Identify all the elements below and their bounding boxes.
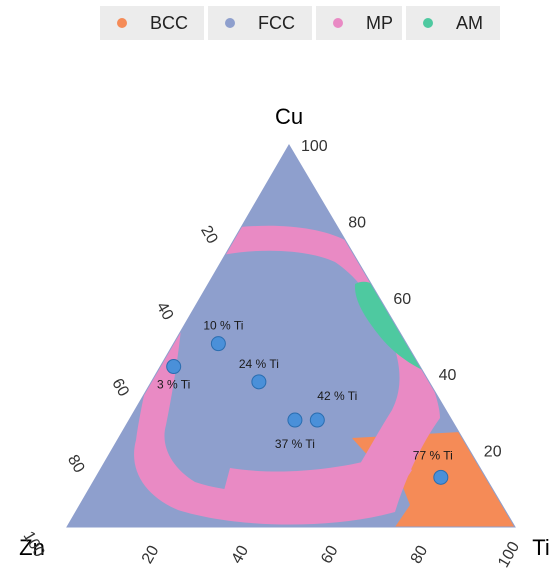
mp-region — [134, 225, 440, 525]
tick-label-ti: 40 — [228, 543, 252, 567]
tick-label-cu: 20 — [484, 444, 502, 461]
tick-label-cu: 100 — [301, 138, 328, 155]
tick-label-cu: 40 — [439, 367, 457, 384]
data-point-label: 3 % Ti — [157, 378, 190, 392]
axis-label-zn: Zn — [19, 535, 45, 560]
data-point[interactable] — [433, 469, 449, 485]
axis-label-ti: Ti — [532, 535, 550, 560]
legend-label-am: AM — [456, 13, 483, 33]
data-point[interactable] — [166, 359, 182, 375]
data-points: 3 % Ti 10 % Ti 24 % Ti 37 % Ti 42 % Ti 77 % T… — [157, 319, 453, 485]
mp-swatch-icon — [333, 18, 343, 28]
legend-label-fcc: FCC — [258, 13, 295, 33]
tick-label-cu: 80 — [348, 214, 366, 231]
axis-label-cu: Cu — [275, 104, 303, 129]
data-point-label: 24 % Ti — [239, 357, 279, 371]
am-swatch-icon — [423, 18, 433, 28]
ternary-triangle — [66, 144, 516, 528]
legend-item-fcc[interactable]: FCC — [208, 6, 312, 40]
tick-label-zn: 20 — [197, 223, 221, 247]
tick-label-zn: 80 — [64, 452, 88, 476]
mp-region-lower-band — [222, 455, 412, 513]
data-point[interactable] — [309, 412, 325, 428]
legend-label-mp: MP — [366, 13, 393, 33]
ternary-plot: Cu Zn Ti 20 40 60 80 100 20 40 60 80 100 20 40 60 80 1… — [19, 104, 550, 571]
tick-label-ti: 100 — [495, 539, 523, 571]
tick-label-ti: 20 — [139, 543, 163, 567]
phase-regions — [67, 145, 515, 527]
legend-item-bcc[interactable]: BCC — [100, 6, 204, 40]
tick-label-ti: 60 — [318, 543, 342, 567]
data-point[interactable] — [251, 374, 267, 390]
legend: BCC FCC MP AM — [0, 0, 555, 52]
tick-label-zn: 40 — [153, 299, 177, 323]
data-point-label: 77 % Ti — [413, 448, 453, 462]
legend-item-mp[interactable]: MP — [316, 6, 402, 40]
tick-label-cu: 60 — [393, 291, 411, 308]
fcc-swatch-icon — [225, 18, 235, 28]
legend-label-bcc: BCC — [150, 13, 189, 33]
data-point-label: 10 % Ti — [203, 319, 243, 333]
tick-label-zn: 60 — [108, 376, 132, 400]
data-point[interactable] — [287, 412, 303, 428]
legend-item-am[interactable]: AM — [406, 6, 500, 40]
data-point-label: 42 % Ti — [317, 389, 357, 403]
tick-label-ti: 80 — [408, 543, 432, 567]
data-point-label: 37 % Ti — [275, 437, 315, 451]
bcc-swatch-icon — [117, 18, 127, 28]
data-point[interactable] — [210, 336, 226, 352]
